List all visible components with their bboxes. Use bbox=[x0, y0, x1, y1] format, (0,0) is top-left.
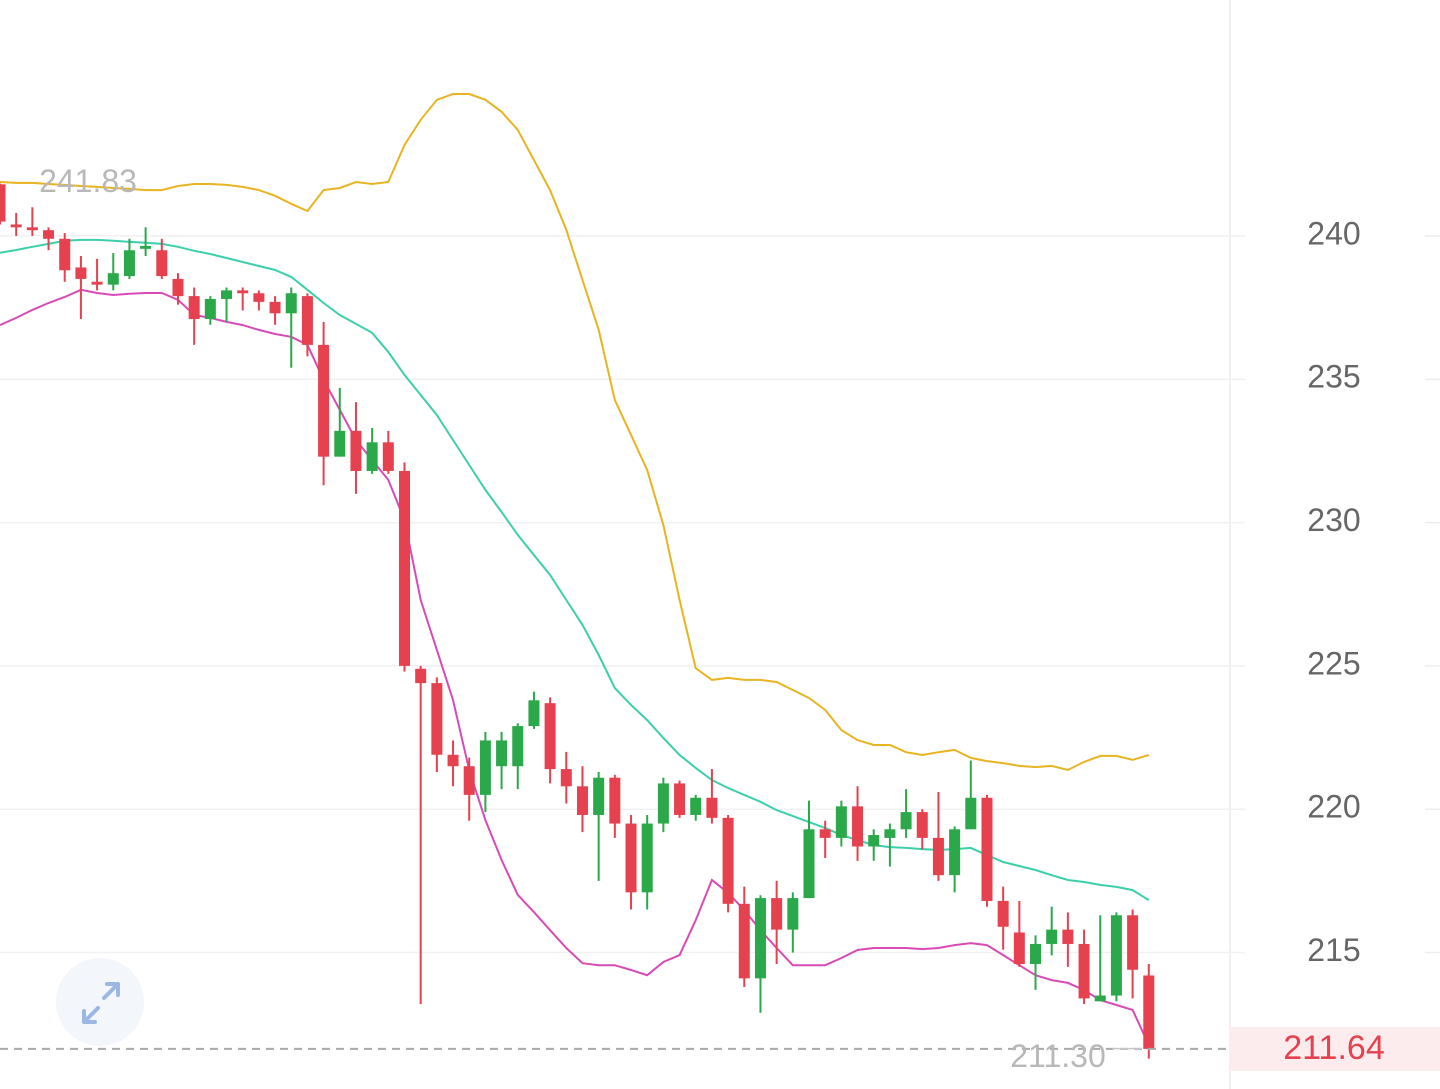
candle-body bbox=[26, 227, 38, 231]
candle-body bbox=[123, 250, 135, 277]
last-price-box bbox=[1230, 1026, 1440, 1071]
candle-body bbox=[900, 812, 912, 830]
candle-body bbox=[285, 293, 297, 314]
candle-body bbox=[916, 812, 928, 838]
candle-body bbox=[269, 301, 281, 314]
expand-icon[interactable] bbox=[82, 982, 120, 1024]
expand-button-bg[interactable] bbox=[56, 958, 144, 1046]
candle-body bbox=[1013, 932, 1025, 965]
max-marker-label: 241.83 bbox=[39, 163, 137, 199]
candle-body bbox=[204, 298, 216, 320]
y-tick-label: 240 bbox=[1307, 215, 1360, 251]
candle-body bbox=[1143, 975, 1155, 1049]
candle-body bbox=[819, 829, 831, 838]
candle-body bbox=[318, 344, 330, 457]
candle-body bbox=[75, 267, 87, 279]
candle-body bbox=[140, 245, 152, 249]
candle-body bbox=[172, 278, 184, 297]
candle-body bbox=[674, 783, 686, 815]
candle-body bbox=[884, 829, 896, 838]
last-price-label: 211.64 bbox=[1283, 1029, 1384, 1067]
candle-body bbox=[690, 797, 702, 815]
candle-body bbox=[625, 823, 637, 893]
candle-body bbox=[415, 668, 427, 684]
candle-body bbox=[431, 683, 443, 755]
candle-body bbox=[237, 290, 249, 294]
candle-body bbox=[366, 442, 378, 471]
y-tick-label: 220 bbox=[1307, 789, 1360, 825]
candle-body bbox=[334, 430, 346, 457]
candle-body bbox=[657, 783, 669, 824]
min-marker-label: 211.30 bbox=[1010, 1038, 1106, 1074]
candle-body bbox=[447, 754, 459, 767]
y-tick-label: 215 bbox=[1307, 932, 1360, 968]
candle-body bbox=[496, 740, 508, 767]
candle-body bbox=[221, 290, 233, 299]
candle-body bbox=[771, 898, 783, 930]
candle-body bbox=[932, 837, 944, 876]
candle-body bbox=[463, 766, 475, 795]
candle-body bbox=[1094, 995, 1106, 1002]
candle-body bbox=[59, 238, 71, 271]
candle-body bbox=[787, 898, 799, 930]
candle-body bbox=[1127, 915, 1139, 970]
candle-body bbox=[593, 777, 605, 815]
y-tick-label: 230 bbox=[1307, 502, 1360, 538]
candle-body bbox=[738, 903, 750, 979]
candle-body bbox=[609, 777, 621, 824]
candle-body bbox=[10, 224, 22, 228]
candle-body bbox=[641, 823, 653, 893]
candle-body bbox=[722, 817, 734, 904]
candle-body bbox=[188, 296, 200, 320]
candle-body bbox=[382, 442, 394, 471]
candle-body bbox=[576, 786, 588, 815]
candle-body bbox=[997, 900, 1009, 927]
y-tick-label: 225 bbox=[1307, 645, 1360, 681]
candle-body bbox=[1110, 915, 1122, 996]
candle-body bbox=[949, 829, 961, 876]
candle-body bbox=[835, 806, 847, 838]
candle-body bbox=[544, 703, 556, 770]
candle-body bbox=[91, 281, 103, 285]
candle-body bbox=[0, 184, 6, 222]
candle-body bbox=[253, 293, 265, 302]
band-line bbox=[0, 93, 1150, 772]
candle-body bbox=[1062, 929, 1074, 944]
candle-body bbox=[512, 726, 524, 767]
band-line bbox=[0, 288, 1150, 1046]
expand-button[interactable] bbox=[56, 958, 144, 1046]
candle-body bbox=[43, 230, 55, 239]
candle-body bbox=[399, 470, 410, 666]
candle-body bbox=[803, 829, 815, 899]
candle-body bbox=[754, 898, 766, 979]
candle-body bbox=[560, 769, 572, 787]
candle-body bbox=[156, 250, 168, 277]
candle-body bbox=[107, 273, 119, 285]
band-line bbox=[0, 238, 1150, 901]
candle-body bbox=[965, 797, 977, 830]
candle-body bbox=[301, 296, 313, 345]
candle-body bbox=[706, 797, 718, 818]
candle-body bbox=[528, 700, 540, 727]
candle-body bbox=[981, 797, 993, 901]
candle-body bbox=[1046, 929, 1058, 944]
candle-body bbox=[350, 430, 362, 471]
y-tick-label: 235 bbox=[1307, 359, 1360, 395]
candle-body bbox=[1078, 943, 1090, 999]
candle-body bbox=[852, 806, 864, 847]
candle-body bbox=[868, 835, 880, 847]
candle-body bbox=[1030, 943, 1042, 965]
candle-body bbox=[479, 740, 491, 795]
